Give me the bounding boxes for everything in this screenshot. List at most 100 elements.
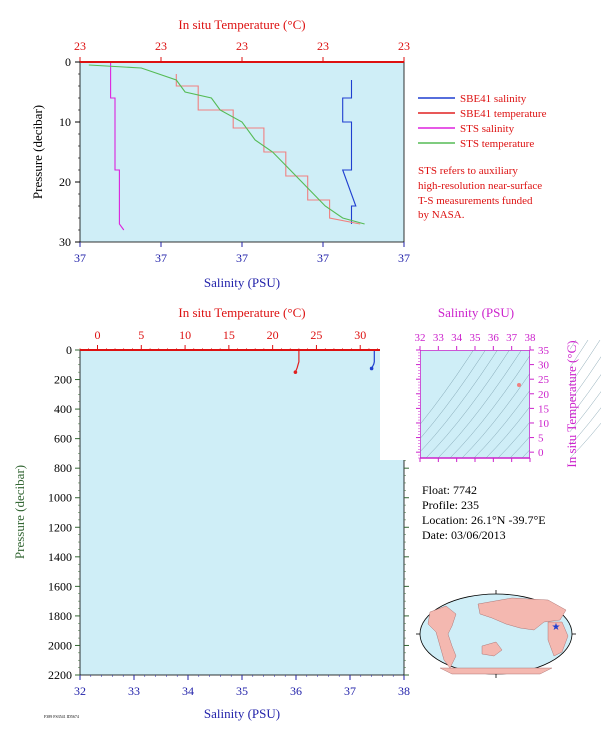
main-pressure-tick-label: 200	[54, 373, 72, 387]
main-temp-tick-label: 0	[95, 328, 101, 342]
top-pressure-tick-label: 10	[59, 115, 71, 129]
main-temp-tick-label: 25	[310, 328, 322, 342]
ts-salinity-axis: 32 33 34 35 36 37 38	[415, 332, 537, 462]
top-series-line	[110, 62, 125, 231]
top-temp-tick-label: 23	[74, 39, 86, 53]
float-date: Date: 03/06/2013	[422, 528, 506, 542]
main-salinity-tick-label: 33	[128, 684, 140, 698]
legend-label-sbe41-temperature: SBE41 temperature	[460, 108, 547, 120]
ts-temp-tick-label: 15	[538, 403, 550, 415]
main-plot-area	[79, 349, 405, 676]
top-series-line	[88, 64, 365, 225]
ts-salinity-tick-label: 33	[433, 332, 445, 344]
float-number: Float: 7742	[422, 483, 477, 497]
ts-temp-tick-label: 35	[538, 345, 550, 357]
main-salinity-label: Salinity (PSU)	[204, 706, 280, 721]
top-temp-tick-label: 23	[236, 39, 248, 53]
ts-contour-mask-top	[380, 310, 570, 350]
main-pressure-tick-label: 2000	[48, 638, 72, 652]
map-land-americas	[427, 605, 457, 669]
ts-density-contour	[437, 339, 529, 459]
main-pressure-tick-label: 2200	[48, 668, 72, 682]
main-salinity-tick-label: 37	[344, 684, 356, 698]
main-series-end-point	[293, 370, 298, 374]
top-salinity-tick-label: 37	[155, 251, 167, 265]
main-temp-tick-label: 15	[223, 328, 235, 342]
main-temp-title: In situ Temperature (°C)	[178, 305, 305, 320]
top-series-line	[341, 80, 357, 224]
sts-note: STS refers to auxiliary high-resolution …	[418, 165, 542, 221]
map-land-australia	[481, 641, 503, 657]
float-location: Location: 26.1°N -39.7°E	[422, 513, 546, 527]
main-pressure-tick-label: 400	[54, 402, 72, 416]
top-pressure-tick-label: 30	[59, 235, 71, 249]
footer-code: F389 FS3541 ID5674	[44, 714, 79, 719]
main-temp-tick-label: 5	[138, 328, 144, 342]
top-salinity-tick-label: 37	[74, 251, 86, 265]
top-salinity-label: Salinity (PSU)	[204, 275, 280, 290]
legend-label-sbe41-salinity: SBE41 salinity	[460, 93, 527, 105]
top-temp-tick-label: 23	[398, 39, 410, 53]
float-info: Float: 7742 Profile: 235 Location: 26.1°…	[422, 483, 546, 542]
note-line-1: STS refers to auxiliary	[418, 165, 518, 177]
main-pressure-tick-label: 1600	[48, 579, 72, 593]
top-panel: In situ Temperature (°C) Salinity (PSU) …	[30, 17, 410, 290]
ts-density-contour	[413, 339, 505, 459]
note-line-4: by NASA.	[418, 209, 465, 221]
note-line-3: T-S measurements funded	[418, 195, 533, 207]
map-land-antarctica	[439, 667, 553, 675]
main-salinity-tick-label: 38	[398, 684, 410, 698]
top-temp-title: In situ Temperature (°C)	[178, 17, 305, 32]
main-pressure-tick-label: 600	[54, 432, 72, 446]
main-panel: In situ Temperature (°C) Salinity (PSU) …	[12, 305, 410, 721]
ts-density-contour	[569, 422, 601, 459]
main-series-group	[293, 350, 375, 374]
top-temp-tick-label: 23	[317, 39, 329, 53]
top-series-group	[88, 62, 365, 231]
ts-temp-tick-label: 0	[538, 447, 544, 459]
note-line-2: high-resolution near-surface	[418, 180, 542, 192]
main-pressure-tick-label: 800	[54, 461, 72, 475]
ts-temp-label: In situ Temperature (°C)	[564, 340, 579, 467]
top-pressure-axis: 0 10 20 30	[59, 55, 80, 249]
main-salinity-tick-label: 36	[290, 684, 302, 698]
top-temp-tick-label: 23	[155, 39, 167, 53]
ts-salinity-tick-label: 38	[525, 332, 537, 344]
top-salinity-axis: 37 37 37 37 37	[74, 242, 410, 265]
legend-label-sts-temperature: STS temperature	[460, 138, 534, 150]
main-series-end-point	[369, 366, 374, 371]
ts-point	[517, 383, 521, 388]
ts-salinity-tick-label: 35	[470, 332, 482, 344]
main-pressure-tick-label: 1400	[48, 550, 72, 564]
ts-salinity-tick-label: 36	[488, 332, 500, 344]
ts-salinity-tick-label: 34	[451, 332, 463, 344]
ts-temp-tick-label: 30	[538, 360, 550, 372]
world-map: ★	[416, 590, 576, 678]
top-pressure-tick-label: 0	[65, 55, 71, 69]
main-pressure-tick-label: 1800	[48, 609, 72, 623]
main-series-line	[294, 350, 300, 373]
legend: SBE41 salinity SBE41 temperature STS sal…	[418, 93, 547, 150]
top-salinity-tick-label: 37	[398, 251, 410, 265]
top-plot-area	[79, 61, 405, 243]
map-land-africa	[547, 621, 569, 657]
main-pressure-label: Pressure (decibar)	[12, 465, 27, 559]
main-temp-tick-label: 30	[354, 328, 366, 342]
profile-number: Profile: 235	[422, 498, 479, 512]
main-pressure-tick-label: 0	[66, 343, 72, 357]
ts-salinity-title: Salinity (PSU)	[438, 305, 514, 320]
ts-temp-tick-label: 25	[538, 374, 550, 386]
top-pressure-tick-label: 20	[59, 175, 71, 189]
ts-salinity-tick-label: 32	[415, 332, 426, 344]
ts-temp-tick-label: 20	[538, 389, 550, 401]
ts-temp-tick-label: 5	[538, 433, 544, 445]
main-pressure-axis: 0 200 400 600 800 1000 1200 1400 1600 1800 2000 220…	[48, 343, 409, 682]
top-salinity-tick-label: 37	[236, 251, 248, 265]
ts-points-group	[517, 383, 521, 388]
ts-density-contour	[449, 339, 541, 459]
ts-salinity-tick-label: 37	[506, 332, 518, 344]
main-temp-tick-label: 10	[179, 328, 191, 342]
ts-inset: Salinity (PSU) In situ Temperature (°C) …	[380, 305, 601, 468]
